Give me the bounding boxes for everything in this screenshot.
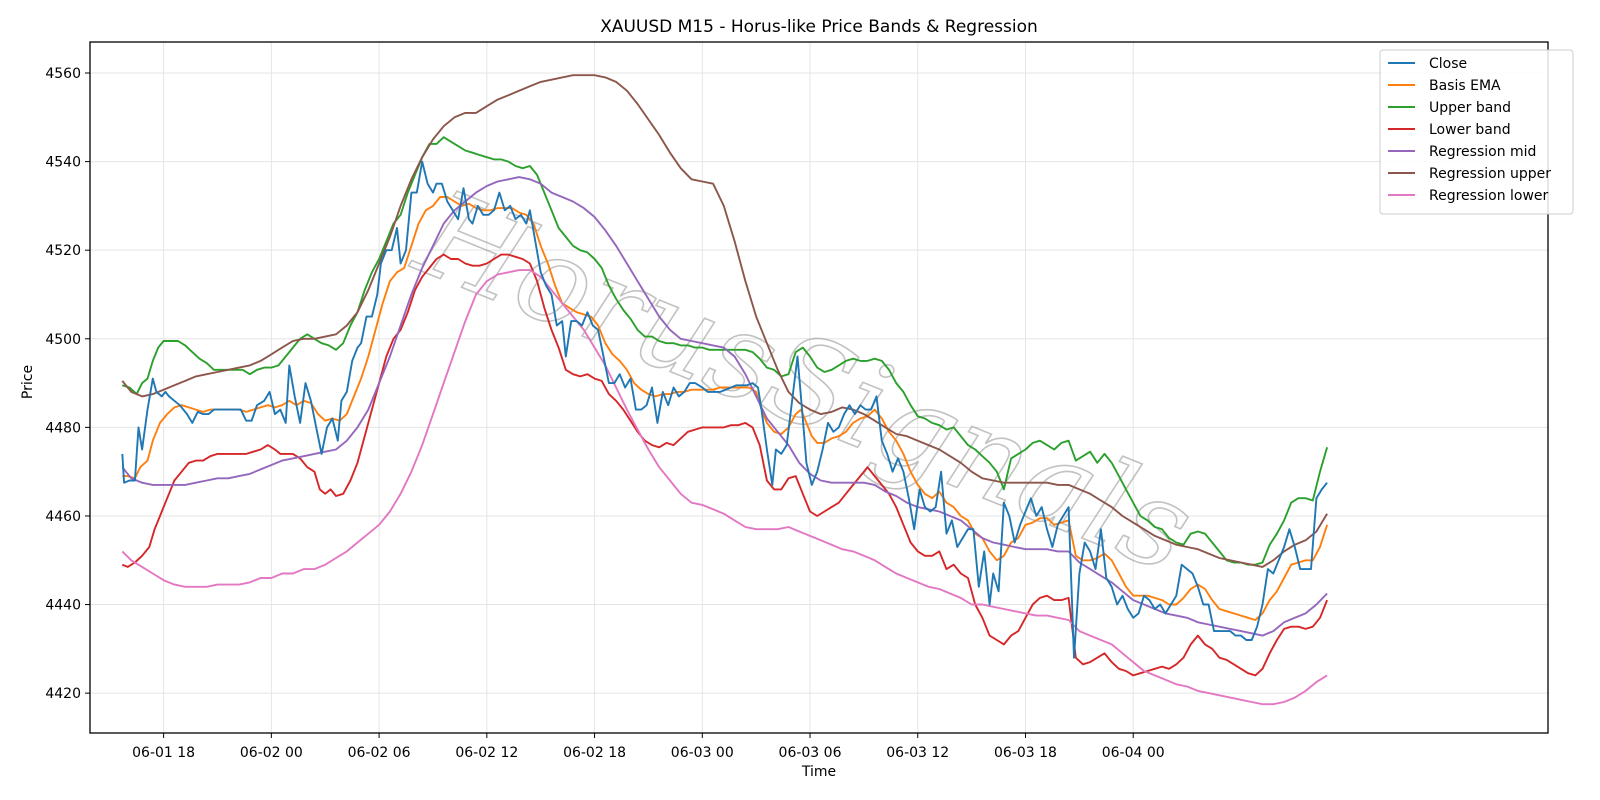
legend: Close Basis EMA Upper band Lower band Regres… [1379, 49, 1574, 215]
series-layer [121, 74, 1329, 706]
grid [90, 42, 1548, 733]
legend-label: Regression mid [1429, 144, 1536, 160]
y-tick-label: 4560 [45, 66, 81, 82]
series-line-basis-ema [122, 196, 1329, 621]
legend-item: Basis EMA [1388, 78, 1501, 94]
legend-label: Regression upper [1429, 166, 1551, 182]
y-axis-label: Price [20, 365, 36, 399]
y-tick-label: 4520 [45, 243, 81, 259]
y-tick-label: 4480 [45, 420, 81, 436]
x-tick-label: 06-03 12 [886, 745, 949, 761]
legend-item: Close [1388, 56, 1467, 72]
x-tick-label: 06-02 06 [348, 745, 411, 761]
legend-label: Close [1429, 56, 1467, 72]
legend-label: Lower band [1429, 122, 1511, 138]
series-line-regression-lower [121, 269, 1328, 706]
x-tick-label: 06-02 12 [455, 745, 518, 761]
legend-box [1379, 49, 1574, 215]
legend-item: Regression lower [1388, 188, 1549, 204]
y-tick-label: 4440 [45, 598, 81, 614]
x-tick-label: 06-02 18 [563, 745, 626, 761]
legend-label: Basis EMA [1429, 78, 1501, 94]
legend-item: Regression upper [1388, 166, 1551, 182]
x-tick-label: 06-01 18 [132, 745, 195, 761]
series-line-close [121, 160, 1328, 659]
y-tick-label: 4420 [45, 686, 81, 702]
x-tick-label: 06-03 18 [994, 745, 1057, 761]
x-tick-label: 06-03 06 [779, 745, 842, 761]
x-axis: 06-01 18 06-02 00 06-02 06 06-02 12 06-02 18… [132, 733, 1165, 761]
series-line-lower-band [121, 253, 1328, 677]
legend-label: Regression lower [1429, 188, 1549, 204]
chart-title: XAUUSD M15 - Horus-like Price Bands & Re… [600, 17, 1038, 37]
x-tick-label: 06-03 00 [671, 745, 734, 761]
series-line-regression-upper [121, 74, 1328, 568]
legend-item: Upper band [1388, 100, 1511, 116]
legend-label: Upper band [1429, 100, 1511, 116]
x-axis-label: Time [801, 764, 836, 780]
y-axis: 4420 4440 4460 4480 4500 4520 4540 4560 [45, 66, 90, 702]
x-tick-label: 06-02 00 [240, 745, 303, 761]
y-tick-label: 4540 [45, 155, 81, 171]
x-tick-label: 06-04 00 [1102, 745, 1165, 761]
series-line-upper-band [122, 136, 1329, 566]
legend-item: Regression mid [1388, 144, 1536, 160]
y-tick-label: 4460 [45, 509, 81, 525]
y-tick-label: 4500 [45, 332, 81, 348]
plot-frame [89, 41, 1549, 734]
legend-item: Lower band [1388, 122, 1511, 138]
